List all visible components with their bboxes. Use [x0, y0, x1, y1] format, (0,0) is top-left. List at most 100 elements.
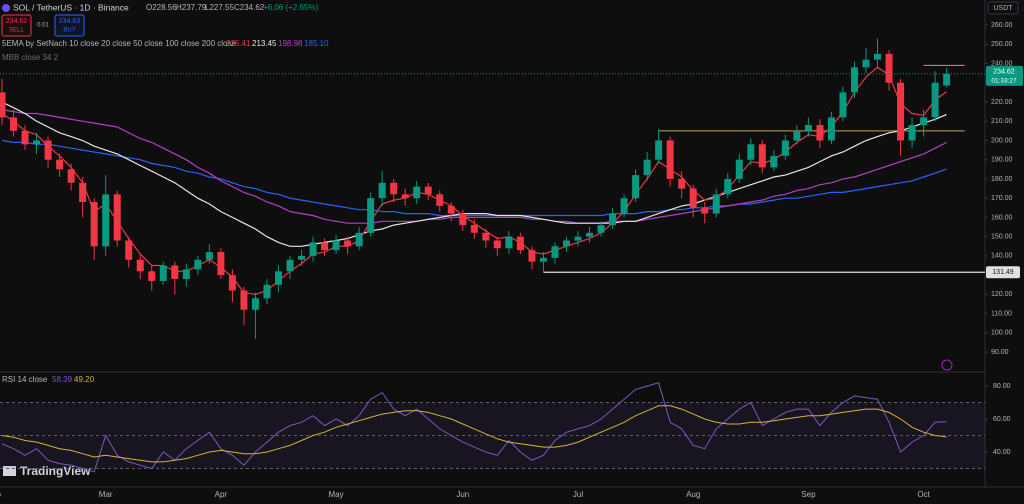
mbb-legend: MBB close 34 2: [2, 53, 59, 62]
candle-body: [148, 271, 156, 281]
candle-body: [597, 225, 605, 233]
candle-body: [586, 232, 594, 237]
x-tick-label: Sep: [801, 490, 816, 499]
candle-body: [643, 159, 651, 176]
candle-body: [678, 178, 686, 189]
candle-body: [67, 169, 75, 183]
last-price-label: 234.62: [993, 69, 1015, 76]
y-tick-label: 100.00: [991, 330, 1013, 337]
candle-body: [482, 232, 490, 241]
sell-button[interactable]: [1, 14, 32, 37]
sell-price: 234.62: [6, 18, 28, 25]
y-tick-label: 40.00: [993, 449, 1011, 456]
candle-body: [897, 82, 905, 141]
candle-body: [447, 205, 455, 214]
candle-body: [874, 53, 882, 60]
candle-body: [781, 140, 789, 156]
candle-body: [378, 182, 386, 199]
x-tick-label: Aug: [686, 490, 700, 499]
candle-body: [102, 194, 110, 247]
candle-body: [274, 271, 282, 285]
candle-body: [747, 144, 755, 160]
sell-label: SELL: [9, 28, 24, 34]
ema-value: 185.10: [304, 39, 329, 48]
candle-body: [551, 246, 559, 258]
candle-body: [90, 202, 98, 247]
ohlc-high: H237.79: [176, 3, 207, 12]
candle-body: [436, 194, 444, 206]
y-tick-label: 210.00: [991, 118, 1013, 125]
symbol: SOL / TetherUS · 1D · Binance: [13, 2, 129, 12]
candle-body: [516, 236, 524, 251]
candle-body: [493, 240, 501, 249]
rsi-legend: RSI 14 close: [2, 375, 48, 384]
candle-body: [862, 59, 870, 68]
candle-body: [194, 259, 202, 270]
y-tick-label: 190.00: [991, 157, 1013, 164]
candle-body: [770, 155, 778, 168]
candle-body: [10, 117, 18, 131]
x-tick-label: Feb: [0, 490, 1, 499]
candle-body: [263, 284, 271, 299]
x-tick-label: Jun: [456, 490, 469, 499]
ema-value: 213.45: [252, 39, 277, 48]
candle-body: [689, 188, 697, 208]
y-tick-label: 160.00: [991, 214, 1013, 221]
candle-body: [724, 178, 732, 195]
candle-body: [344, 240, 352, 247]
rsi-line: [1, 405, 947, 463]
x-tick-label: May: [329, 490, 344, 499]
symbol-icon: [2, 4, 10, 12]
ohlc-close: C234.62: [234, 3, 265, 12]
candle-body: [79, 182, 87, 203]
candle-body: [850, 67, 858, 93]
countdown: 01:33:27: [991, 78, 1017, 85]
candle-body: [943, 73, 951, 86]
candle-body: [620, 198, 628, 214]
candle-body: [367, 198, 375, 233]
candle-body: [920, 117, 928, 126]
candle-body: [885, 53, 893, 83]
candle-body: [171, 265, 179, 279]
candle-body: [33, 140, 41, 145]
candle-body: [309, 242, 317, 256]
support-label: 131.49: [992, 269, 1014, 276]
logo: TradingView: [20, 464, 91, 478]
candle-body: [240, 290, 248, 310]
candle-body: [217, 252, 225, 276]
candle-body: [321, 242, 329, 251]
ema-legend: 5EMA by SetNach 10 close 20 close 50 clo…: [2, 39, 236, 48]
rsi-line: [1, 382, 947, 473]
candle-body: [424, 186, 432, 195]
buy-button[interactable]: [54, 14, 85, 37]
ohlc-low: L227.55: [205, 3, 234, 12]
y-tick-label: 150.00: [991, 234, 1013, 241]
candle-body: [609, 213, 617, 226]
spread: 0.01: [37, 23, 49, 29]
ohlc-open: O228.56: [146, 3, 177, 12]
candle-body: [804, 125, 812, 131]
ohlc-change: +6.06 (+2.65%): [263, 3, 318, 12]
currency-box[interactable]: [987, 1, 1019, 15]
y-tick-label: 250.00: [991, 41, 1013, 48]
y-tick-label: 260.00: [991, 22, 1013, 29]
candle-body: [931, 82, 939, 118]
candle-body: [21, 130, 29, 145]
x-tick-label: Jul: [573, 490, 583, 499]
ema-line: [1, 139, 947, 217]
y-tick-label: 170.00: [991, 195, 1013, 202]
y-tick-label: 220.00: [991, 99, 1013, 106]
candle-body: [44, 140, 52, 160]
support-badge: [986, 266, 1020, 279]
candle-body: [413, 186, 421, 199]
candle-body: [701, 207, 709, 214]
candle-body: [182, 269, 190, 279]
candle-body: [56, 159, 64, 170]
candle-body: [390, 182, 398, 195]
alert-icon[interactable]: [941, 359, 953, 371]
candle-body: [574, 236, 582, 241]
ema-value: 225.41: [226, 39, 251, 48]
x-tick-label: Mar: [99, 490, 113, 499]
